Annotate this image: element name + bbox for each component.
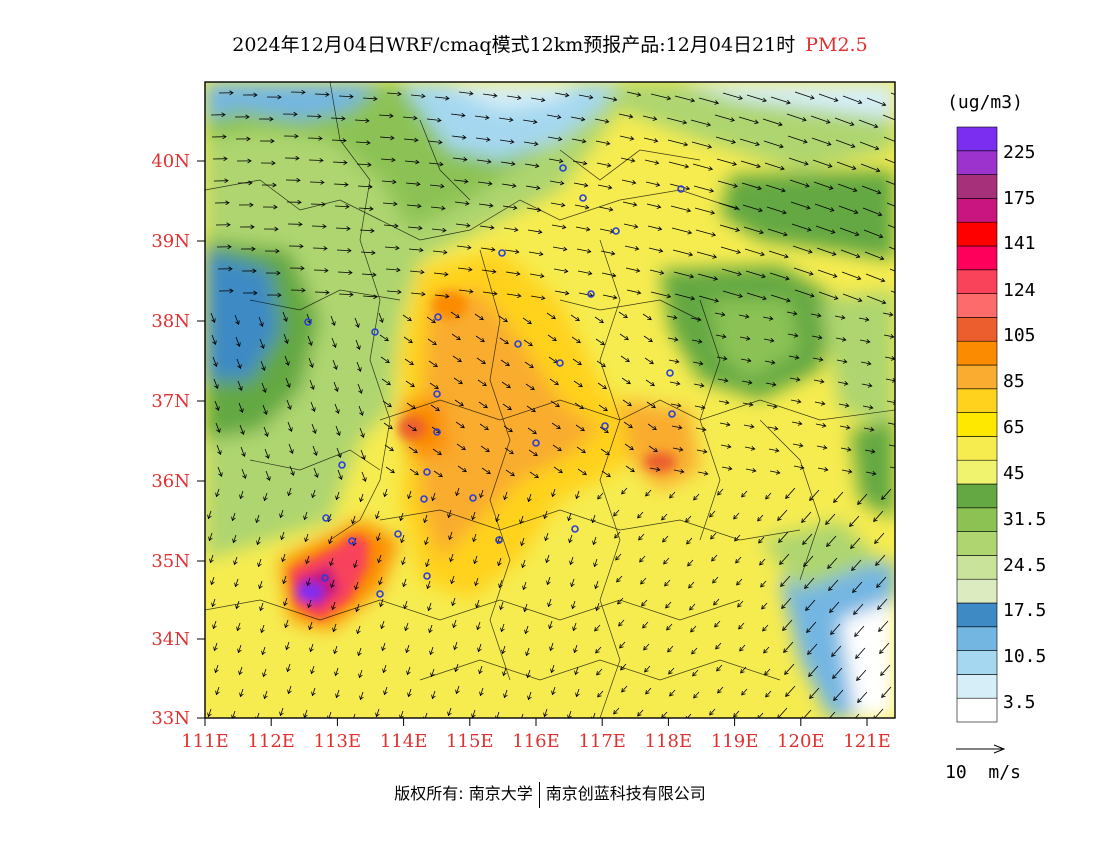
colorbar-label: 124 bbox=[1003, 280, 1036, 301]
wind-scale: 10 m/s bbox=[945, 744, 1021, 783]
lat-tick-label: 38N bbox=[151, 311, 190, 332]
colorbar-swatch bbox=[956, 626, 998, 651]
colorbar-swatch bbox=[956, 531, 998, 556]
product-label: PM2.5 bbox=[805, 34, 868, 56]
copyright-text: 版权所有: 南京大学 bbox=[394, 784, 533, 803]
colorbar-label: 141 bbox=[1003, 233, 1036, 254]
lat-tick-label: 33N bbox=[151, 708, 190, 729]
colorbar-label: 24.5 bbox=[1003, 555, 1046, 576]
map-frame bbox=[204, 81, 896, 719]
lon-tick-label: 118E bbox=[645, 731, 693, 752]
colorbar-label: 17.5 bbox=[1003, 600, 1046, 621]
colorbar-swatch bbox=[956, 269, 998, 294]
colorbar-swatch bbox=[956, 507, 998, 532]
colorbar-swatch bbox=[956, 650, 998, 675]
colorbar-swatch bbox=[956, 317, 998, 342]
colorbar-swatch bbox=[956, 483, 998, 509]
colorbar-swatch bbox=[956, 198, 998, 223]
colorbar-label: 105 bbox=[1003, 325, 1036, 346]
legend-unit: (ug/m3) bbox=[947, 92, 1023, 113]
wind-scale-label: 10 m/s bbox=[945, 762, 1021, 783]
colorbar-swatch bbox=[956, 245, 998, 271]
colorbar-swatch bbox=[956, 293, 998, 318]
colorbar-swatch bbox=[956, 578, 998, 604]
title-text: 2024年12月04日WRF/cmaq模式12km预报产品:12月04日21时 bbox=[232, 34, 796, 56]
colorbar-swatch bbox=[956, 459, 998, 485]
longitude-axis: 111E 112E 113E 114E 115E 116E 117E 118E 119E 120E… bbox=[181, 718, 891, 752]
chart-title: 2024年12月04日WRF/cmaq模式12km预报产品:12月04日21时 P… bbox=[0, 30, 1100, 57]
colorbar-swatch bbox=[956, 388, 998, 413]
lon-tick-label: 117E bbox=[578, 731, 626, 752]
colorbar-label: 85 bbox=[1003, 371, 1025, 392]
lon-tick-label: 115E bbox=[446, 731, 494, 752]
colorbar-swatch bbox=[956, 126, 998, 152]
colorbar-swatch bbox=[956, 150, 998, 175]
pm25-field bbox=[205, 82, 895, 718]
colorbar: 225 175 141 124 105 85 65 45 31.5 24.5 17.5 10.5 3.5 bbox=[956, 126, 1046, 723]
latitude-axis: 40N 39N 38N 37N 36N 35N 34N 33N bbox=[151, 151, 205, 729]
colorbar-swatch bbox=[956, 364, 998, 390]
lat-tick-label: 34N bbox=[151, 629, 190, 650]
lon-tick-label: 114E bbox=[380, 731, 428, 752]
colorbar-swatch bbox=[956, 340, 998, 366]
lat-tick-label: 40N bbox=[151, 151, 190, 172]
lon-tick-label: 116E bbox=[512, 731, 560, 752]
colorbar-swatch bbox=[956, 412, 998, 437]
colorbar-label: 225 bbox=[1003, 142, 1036, 163]
lat-tick-label: 36N bbox=[151, 471, 190, 492]
lon-tick-label: 112E bbox=[247, 731, 295, 752]
colorbar-label: 10.5 bbox=[1003, 646, 1046, 667]
colorbar-swatch bbox=[956, 697, 998, 723]
footer: 版权所有: 南京大学 南京创蓝科技有限公司 bbox=[0, 780, 1100, 808]
colorbar-swatch bbox=[956, 221, 998, 247]
lat-tick-label: 37N bbox=[151, 391, 190, 412]
colorbar-swatch bbox=[956, 555, 998, 580]
lon-tick-label: 121E bbox=[843, 731, 891, 752]
colorbar-label: 31.5 bbox=[1003, 509, 1046, 530]
lon-tick-label: 111E bbox=[181, 731, 229, 752]
lat-tick-label: 35N bbox=[151, 551, 190, 572]
colorbar-swatch bbox=[956, 674, 998, 699]
lon-tick-label: 120E bbox=[777, 731, 825, 752]
company-text: 南京创蓝科技有限公司 bbox=[545, 784, 706, 803]
lon-tick-label: 113E bbox=[314, 731, 362, 752]
lon-tick-label: 119E bbox=[711, 731, 759, 752]
colorbar-label: 65 bbox=[1003, 417, 1025, 438]
colorbar-label: 175 bbox=[1003, 188, 1036, 209]
colorbar-swatch bbox=[956, 436, 998, 461]
colorbar-swatch bbox=[956, 602, 998, 628]
colorbar-label: 3.5 bbox=[1003, 692, 1036, 713]
colorbar-swatch bbox=[956, 174, 998, 199]
lat-tick-label: 39N bbox=[151, 231, 190, 252]
colorbar-label: 45 bbox=[1003, 463, 1025, 484]
footer-divider bbox=[538, 781, 540, 808]
